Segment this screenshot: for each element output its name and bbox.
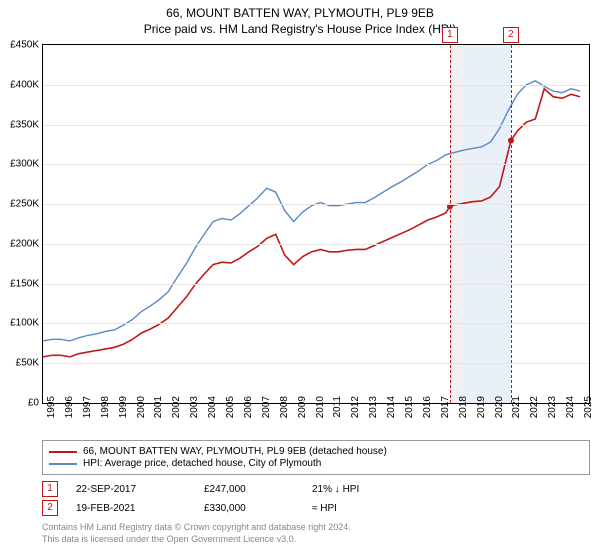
gridline [43, 323, 589, 324]
chart-plot-area: £0£50K£100K£150K£200K£250K£300K£350K£400… [42, 44, 590, 404]
legend-row-property: 66, MOUNT BATTEN WAY, PLYMOUTH, PL9 9EB … [49, 446, 583, 457]
legend-box: 66, MOUNT BATTEN WAY, PLYMOUTH, PL9 9EB … [42, 440, 590, 475]
legend-label-property: 66, MOUNT BATTEN WAY, PLYMOUTH, PL9 9EB … [83, 446, 387, 457]
y-tick-label: £50K [1, 358, 39, 369]
event-id-2: 2 [42, 500, 58, 516]
legend-label-hpi: HPI: Average price, detached house, City… [83, 458, 321, 469]
footer-line1: Contains HM Land Registry data © Crown c… [42, 522, 590, 534]
x-tick-label: 2009 [297, 396, 308, 418]
x-tick-label: 2011 [332, 396, 343, 418]
x-tick-label: 2008 [279, 396, 290, 418]
x-tick-label: 2024 [565, 396, 576, 418]
y-tick-label: £400K [1, 79, 39, 90]
event-price-2: £330,000 [204, 503, 294, 514]
gridline [43, 204, 589, 205]
x-tick-label: 2002 [171, 396, 182, 418]
y-tick-label: £350K [1, 119, 39, 130]
event-price-1: £247,000 [204, 484, 294, 495]
gridline [43, 244, 589, 245]
x-tick-label: 2016 [422, 396, 433, 418]
y-tick-label: £150K [1, 278, 39, 289]
y-tick-label: £0 [1, 398, 39, 409]
series-hpi [43, 81, 580, 341]
marker-line [511, 45, 512, 403]
x-tick-label: 2015 [404, 396, 415, 418]
y-tick-label: £300K [1, 159, 39, 170]
x-tick-label: 2005 [225, 396, 236, 418]
x-tick-label: 2000 [136, 396, 147, 418]
footer-attribution: Contains HM Land Registry data © Crown c… [42, 522, 590, 545]
legend-swatch-hpi [49, 463, 77, 465]
events-table: 1 22-SEP-2017 £247,000 21% ↓ HPI 2 19-FE… [42, 481, 590, 516]
x-tick-label: 2018 [458, 396, 469, 418]
event-delta-2: ≈ HPI [312, 503, 402, 514]
x-tick-label: 2019 [476, 396, 487, 418]
x-tick-label: 2006 [243, 396, 254, 418]
y-tick-label: £450K [1, 40, 39, 51]
chart-container: 66, MOUNT BATTEN WAY, PLYMOUTH, PL9 9EB … [0, 0, 600, 560]
gridline [43, 363, 589, 364]
x-tick-label: 1998 [100, 396, 111, 418]
x-tick-label: 2013 [368, 396, 379, 418]
marker-label: 1 [442, 27, 458, 43]
chart-lines-svg [43, 45, 589, 403]
x-tick-label: 2001 [153, 396, 164, 418]
marker-line [450, 45, 451, 403]
x-tick-label: 2003 [189, 396, 200, 418]
event-row-2: 2 19-FEB-2021 £330,000 ≈ HPI [42, 500, 590, 516]
x-tick-label: 1999 [118, 396, 129, 418]
x-tick-label: 2020 [494, 396, 505, 418]
y-tick-label: £250K [1, 199, 39, 210]
event-row-1: 1 22-SEP-2017 £247,000 21% ↓ HPI [42, 481, 590, 497]
event-id-1: 1 [42, 481, 58, 497]
x-tick-label: 2021 [511, 396, 522, 418]
footer-line2: This data is licensed under the Open Gov… [42, 534, 590, 546]
x-tick-label: 2012 [350, 396, 361, 418]
x-tick-label: 1995 [46, 396, 57, 418]
x-tick-label: 2014 [386, 396, 397, 418]
event-delta-1: 21% ↓ HPI [312, 484, 402, 495]
x-tick-label: 2023 [547, 396, 558, 418]
x-tick-label: 2007 [261, 396, 272, 418]
marker-label: 2 [503, 27, 519, 43]
gridline [43, 164, 589, 165]
title-address: 66, MOUNT BATTEN WAY, PLYMOUTH, PL9 9EB [0, 6, 600, 20]
gridline [43, 284, 589, 285]
gridline [43, 125, 589, 126]
legend-row-hpi: HPI: Average price, detached house, City… [49, 458, 583, 469]
x-tick-label: 1997 [82, 396, 93, 418]
event-date-1: 22-SEP-2017 [76, 484, 186, 495]
x-tick-label: 2025 [583, 396, 594, 418]
y-tick-label: £200K [1, 238, 39, 249]
gridline [43, 85, 589, 86]
x-tick-label: 1996 [64, 396, 75, 418]
x-tick-label: 2004 [207, 396, 218, 418]
event-date-2: 19-FEB-2021 [76, 503, 186, 514]
y-tick-label: £100K [1, 318, 39, 329]
legend-swatch-property [49, 451, 77, 453]
x-tick-label: 2010 [315, 396, 326, 418]
x-tick-label: 2022 [529, 396, 540, 418]
